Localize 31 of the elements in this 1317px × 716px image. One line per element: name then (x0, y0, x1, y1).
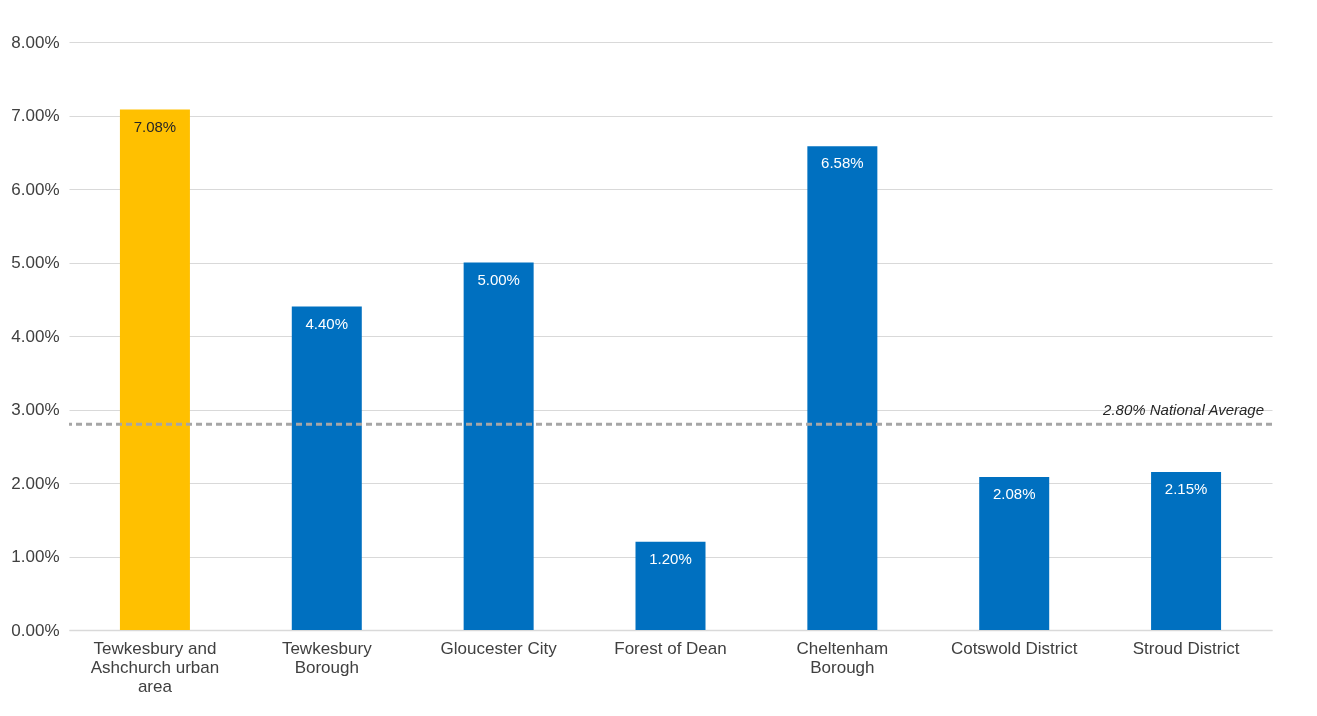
y-tick-label: 0.00% (11, 620, 60, 640)
x-tick-label: Forest of Dean (614, 638, 727, 658)
bar (1151, 471, 1222, 630)
y-tick-label: 6.00% (11, 179, 60, 199)
x-tick-label: Tewkesbury and Ashchurch urban area (90, 638, 220, 696)
y-tick-label: 1.00% (11, 547, 60, 566)
bar (119, 109, 190, 630)
data-label: 7.08% (133, 117, 177, 135)
y-tick-label: 2.00% (11, 473, 60, 493)
x-tick-label: Cheltenham Borough (796, 638, 889, 677)
data-label: 5.00% (477, 270, 520, 288)
bar (463, 262, 534, 630)
x-tick-label: Stroud District (1132, 638, 1240, 658)
data-label: 2.15% (1164, 479, 1208, 497)
bar (635, 541, 706, 630)
data-label: 6.58% (821, 154, 864, 172)
bar (979, 477, 1050, 630)
y-tick-label: 3.00% (11, 400, 60, 419)
y-tick-label: 4.00% (11, 326, 60, 346)
y-tick-label: 8.00% (11, 32, 60, 52)
x-tick-label: Gloucester City (440, 638, 558, 658)
data-label: 1.20% (649, 549, 692, 567)
y-tick-label: 7.00% (11, 106, 60, 125)
ref-line-label: 2.80% National Average (1102, 401, 1264, 419)
y-tick-label: 5.00% (11, 253, 60, 272)
x-tick-label: Cotswold District (950, 638, 1078, 658)
x-tick-label: Tewkesbury Borough (281, 638, 373, 677)
data-label: 4.40% (305, 314, 349, 332)
bar (291, 306, 362, 630)
data-label: 2.08% (992, 485, 1036, 503)
bar (807, 146, 878, 630)
